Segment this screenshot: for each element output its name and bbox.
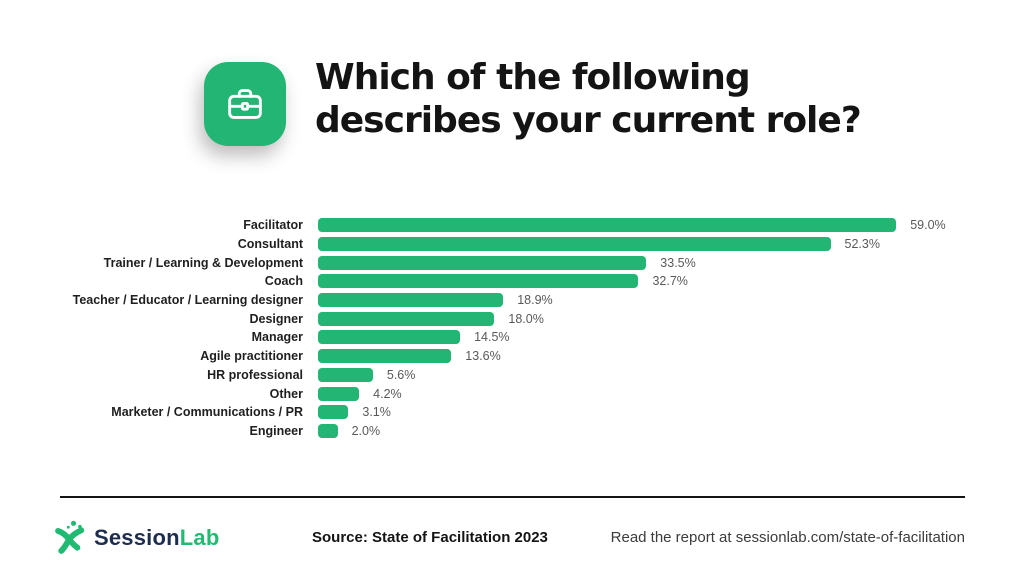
value-label: 13.6% (465, 349, 501, 364)
chart-row: Agile practitioner 13.6% (60, 347, 970, 366)
bar (318, 367, 373, 382)
value-label: 32.7% (652, 274, 688, 289)
category-label: Facilitator (243, 218, 303, 233)
sessionlab-logo: SessionLab (52, 520, 220, 556)
bar (318, 311, 495, 326)
category-label: Coach (264, 274, 303, 289)
category-label: Agile practitioner (200, 349, 303, 364)
chart-row: Consultant 52.3% (60, 235, 970, 254)
value-label: 14.5% (474, 330, 510, 345)
bar (318, 349, 452, 364)
category-label: Other (269, 386, 303, 401)
bar (318, 405, 349, 420)
category-label: Trainer / Learning & Development (103, 255, 303, 270)
logo-lab-text: Lab (179, 525, 220, 550)
value-label: 4.2% (373, 386, 402, 401)
chart-rows: Facilitator 59.0% Consultant 52.3% Trainer /… (60, 216, 970, 440)
bar (318, 237, 831, 252)
chart-row: Other 4.2% (60, 384, 970, 403)
footer-divider (60, 496, 965, 498)
value-label: 5.6% (386, 367, 416, 382)
chart-row: Manager 14.5% (60, 328, 970, 347)
bar (318, 255, 647, 270)
category-label: Engineer (249, 423, 304, 438)
value-label: 18.9% (517, 293, 553, 308)
report-link-text: Read the report at sessionlab.com/state-… (610, 529, 965, 546)
chart-row: Facilitator 59.0% (60, 216, 970, 235)
chart-row: Marketer / Communications / PR 3.1% (60, 403, 970, 422)
bar (318, 330, 461, 345)
bar (318, 293, 504, 308)
category-label: Designer (249, 311, 304, 326)
chart-row: Engineer 2.0% (60, 422, 970, 441)
bar-chart: Facilitator 59.0% Consultant 52.3% Trainer /… (60, 216, 970, 440)
title-line-1: Which of the following (315, 57, 751, 98)
source-text: Source: State of Facilitation 2023 (312, 529, 548, 546)
logo-session-text: Session (94, 525, 180, 550)
chart-row: Coach 32.7% (60, 272, 970, 291)
chart-row: Designer 18.0% (60, 309, 970, 328)
sessionlab-logo-icon (55, 520, 85, 554)
bar (318, 386, 360, 401)
briefcase-icon (204, 62, 286, 146)
category-label: Manager (251, 330, 303, 345)
value-label: 2.0% (351, 423, 381, 438)
page-title: Which of the following describes your cu… (315, 56, 975, 142)
bar (318, 274, 639, 289)
value-label: 52.3% (844, 237, 880, 252)
value-label: 18.0% (508, 311, 544, 326)
category-label: Marketer / Communications / PR (111, 405, 303, 420)
category-label: Consultant (237, 237, 303, 252)
category-label: Teacher / Educator / Learning designer (72, 293, 303, 308)
value-label: 59.0% (910, 218, 946, 233)
category-label: HR professional (207, 367, 303, 382)
bar (318, 423, 338, 438)
title-line-2: describes your current role? (315, 100, 862, 141)
sessionlab-logo-text: SessionLab (94, 525, 220, 551)
bar (318, 218, 897, 233)
chart-row: Trainer / Learning & Development 33.5% (60, 253, 970, 272)
chart-row: HR professional 5.6% (60, 366, 970, 385)
value-label: 3.1% (362, 405, 391, 420)
chart-row: Teacher / Educator / Learning designer 18… (60, 291, 970, 310)
value-label: 33.5% (660, 255, 696, 270)
